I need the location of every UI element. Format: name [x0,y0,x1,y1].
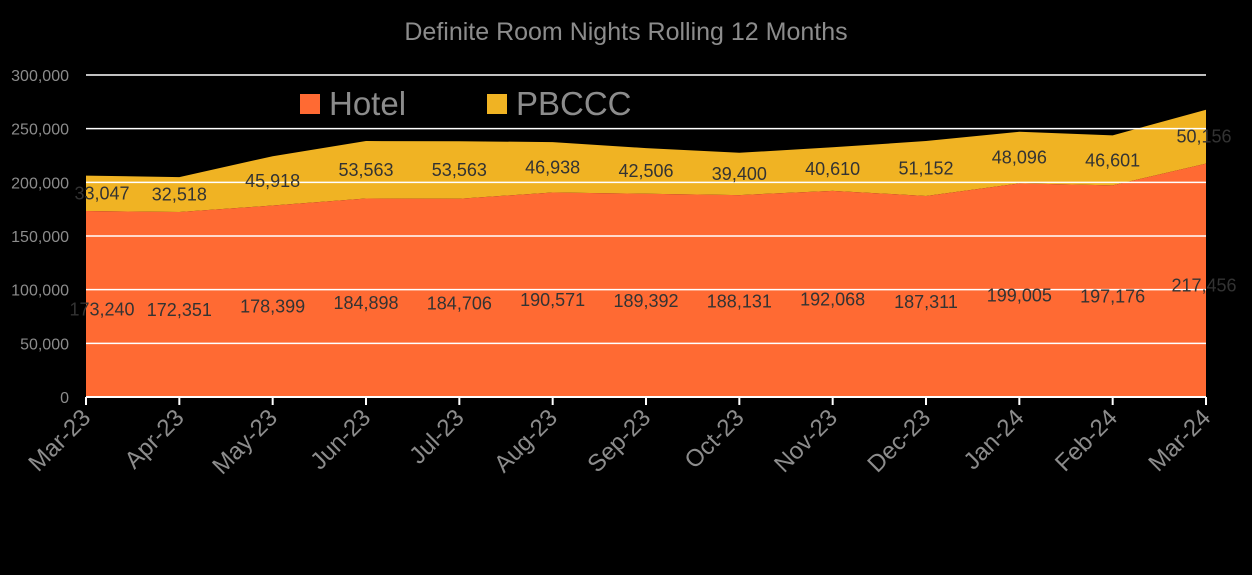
series-area-pbccc [86,109,1206,213]
legend-item-hotel: Hotel [300,84,406,124]
x-tick-label: Jan-24 [959,404,1030,475]
x-tick-label: Jul-23 [404,404,469,469]
x-tick-label: Nov-23 [769,404,843,478]
y-tick-label: 250,000 [11,122,69,139]
chart-title: Definite Room Nights Rolling 12 Months [404,18,848,46]
data-label-pbccc: 32,518 [152,185,207,205]
data-label-pbccc: 42,506 [618,161,673,181]
data-label-pbccc: 50,156 [1176,127,1231,147]
legend-swatch-hotel [300,94,320,114]
x-tick-label: Apr-23 [120,404,190,474]
y-tick-label: 300,000 [11,68,69,85]
x-tick-label: Sep-23 [582,404,656,478]
data-label-hotel: 187,311 [894,292,958,312]
series-area-hotel [86,163,1206,397]
y-tick-label: 0 [60,390,69,407]
data-label-pbccc: 45,918 [245,171,300,191]
data-label-pbccc: 40,610 [805,159,860,179]
data-label-hotel: 197,176 [1080,287,1145,307]
legend-swatch-pbccc [487,94,507,114]
y-tick-label: 200,000 [11,175,69,192]
data-label-hotel: 178,399 [240,297,305,317]
data-label-hotel: 189,392 [613,291,678,311]
data-label-pbccc: 53,563 [338,160,393,180]
x-tick-label: May-23 [207,404,283,480]
x-tick-label: Aug-23 [489,404,563,478]
data-label-hotel: 199,005 [987,286,1052,306]
x-tick-label: Dec-23 [862,404,936,478]
data-label-pbccc: 46,938 [525,157,580,177]
legend-label-hotel: Hotel [329,85,407,122]
data-label-pbccc: 51,152 [898,159,953,179]
legend-item-pbccc: PBCCC [487,84,632,124]
legend-label-pbccc: PBCCC [516,85,632,122]
data-label-pbccc: 53,563 [432,160,487,180]
x-tick-label: Feb-24 [1050,404,1123,477]
x-tick-label: Oct-23 [680,404,750,474]
data-label-hotel: 172,351 [147,300,212,320]
data-label-hotel: 217,456 [1171,276,1236,296]
data-label-hotel: 173,240 [69,299,134,319]
data-label-hotel: 190,571 [520,290,585,310]
data-label-pbccc: 48,096 [992,148,1047,168]
data-label-pbccc: 39,400 [712,164,767,184]
data-label-hotel: 184,706 [427,293,492,313]
y-tick-label: 100,000 [11,283,69,300]
x-tick-label: Jun-23 [305,404,376,475]
x-tick-label: Mar-24 [1143,404,1216,477]
data-label-hotel: 188,131 [707,291,772,311]
data-label-hotel: 192,068 [800,289,865,309]
x-tick-label: Mar-23 [23,404,96,477]
data-label-pbccc: 33,047 [74,183,129,203]
data-label-pbccc: 46,601 [1085,150,1140,170]
y-tick-label: 50,000 [20,336,69,353]
data-label-hotel: 184,898 [333,293,398,313]
y-tick-label: 150,000 [11,229,69,246]
